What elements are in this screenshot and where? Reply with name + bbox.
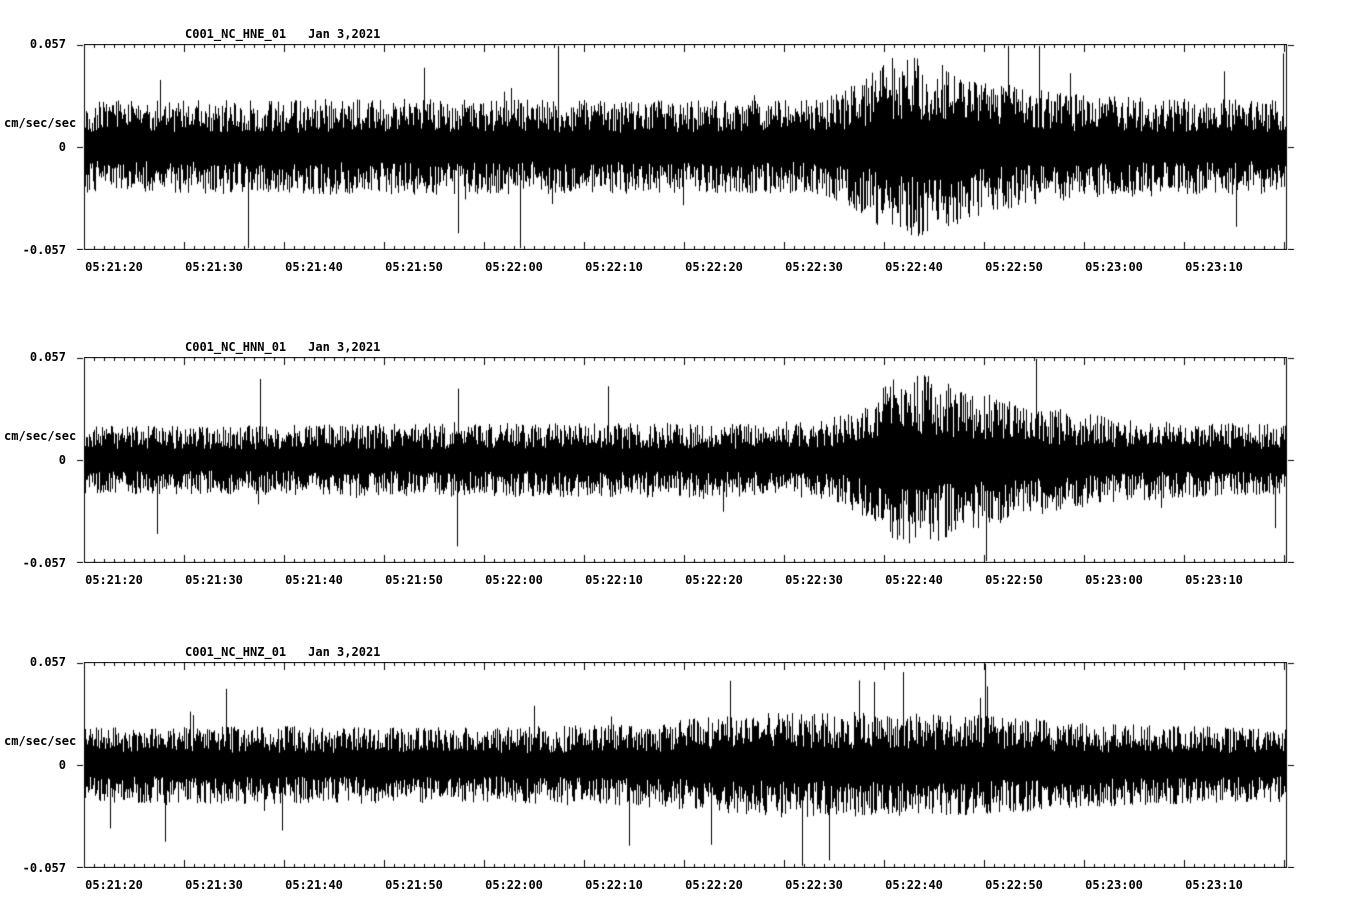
x-tick-label: 05:22:00 <box>485 260 543 274</box>
y-tick-label-min: -0.057 <box>22 243 66 257</box>
trace-station-label: C001_NC_HNN_01 <box>185 340 287 354</box>
x-tick-label: 05:22:10 <box>585 260 643 274</box>
x-tick-label: 05:21:20 <box>85 260 143 274</box>
y-tick-label-max: 0.057 <box>29 655 66 669</box>
y-tick-label-max: 0.057 <box>29 37 66 51</box>
trace-date-label: Jan 3,2021 <box>308 27 381 41</box>
x-tick-label: 05:23:10 <box>1185 260 1243 274</box>
x-tick-label: 05:23:00 <box>1085 878 1143 892</box>
x-tick-label: 05:22:30 <box>785 573 843 587</box>
waveform-canvas-hnz <box>76 662 1295 868</box>
x-tick-label: 05:22:40 <box>885 573 943 587</box>
x-tick-label: 05:23:00 <box>1085 573 1143 587</box>
y-tick-label-min: -0.057 <box>22 556 66 570</box>
x-tick-label: 05:22:30 <box>785 878 843 892</box>
x-tick-label: 05:22:50 <box>985 573 1043 587</box>
x-tick-label: 05:22:40 <box>885 260 943 274</box>
x-tick-label: 05:21:50 <box>385 573 443 587</box>
trace-title: C001_NC_HNE_01 Jan 3,2021 <box>185 27 380 41</box>
x-tick-label: 05:22:00 <box>485 878 543 892</box>
x-tick-label: 05:21:30 <box>185 878 243 892</box>
x-tick-label: 05:23:10 <box>1185 573 1243 587</box>
y-axis-units-label: cm/sec/sec <box>4 116 77 130</box>
trace-title: C001_NC_HNZ_01 Jan 3,2021 <box>185 645 380 659</box>
x-tick-label: 05:21:40 <box>285 260 343 274</box>
x-axis-labels: 05:21:20 05:21:30 05:21:40 05:21:50 05:22:00… <box>0 260 1358 276</box>
trace-date-label: Jan 3,2021 <box>308 645 381 659</box>
y-axis-units-label: cm/sec/sec <box>4 734 77 748</box>
x-tick-label: 05:22:20 <box>685 260 743 274</box>
x-tick-label: 05:22:50 <box>985 260 1043 274</box>
x-tick-label: 05:22:10 <box>585 878 643 892</box>
y-tick-label-min: -0.057 <box>22 861 66 875</box>
x-tick-label: 05:21:50 <box>385 260 443 274</box>
trace-station-label: C001_NC_HNE_01 <box>185 27 287 41</box>
x-tick-label: 05:22:30 <box>785 260 843 274</box>
x-tick-label: 05:21:40 <box>285 878 343 892</box>
x-tick-label: 05:23:00 <box>1085 260 1143 274</box>
waveform-canvas-hnn <box>76 357 1295 563</box>
x-tick-label: 05:21:20 <box>85 573 143 587</box>
x-axis-labels: 05:21:20 05:21:30 05:21:40 05:21:50 05:22:00… <box>0 573 1358 589</box>
trace-station-label: C001_NC_HNZ_01 <box>185 645 287 659</box>
x-tick-label: 05:21:30 <box>185 260 243 274</box>
x-tick-label: 05:23:10 <box>1185 878 1243 892</box>
x-tick-label: 05:21:50 <box>385 878 443 892</box>
y-tick-label-zero: 0 <box>58 453 66 467</box>
y-tick-label-zero: 0 <box>58 140 66 154</box>
x-tick-label: 05:22:50 <box>985 878 1043 892</box>
y-tick-label-max: 0.057 <box>29 350 66 364</box>
x-tick-label: 05:22:10 <box>585 573 643 587</box>
x-axis-labels: 05:21:20 05:21:30 05:21:40 05:21:50 05:22:00… <box>0 878 1358 894</box>
trace-title: C001_NC_HNN_01 Jan 3,2021 <box>185 340 380 354</box>
y-axis-units-label: cm/sec/sec <box>4 429 77 443</box>
waveform-canvas-hne <box>76 44 1295 250</box>
x-tick-label: 05:22:40 <box>885 878 943 892</box>
x-tick-label: 05:21:30 <box>185 573 243 587</box>
x-tick-label: 05:22:00 <box>485 573 543 587</box>
trace-date-label: Jan 3,2021 <box>308 340 381 354</box>
x-tick-label: 05:22:20 <box>685 573 743 587</box>
y-tick-label-zero: 0 <box>58 758 66 772</box>
x-tick-label: 05:22:20 <box>685 878 743 892</box>
x-tick-label: 05:21:40 <box>285 573 343 587</box>
x-tick-label: 05:21:20 <box>85 878 143 892</box>
